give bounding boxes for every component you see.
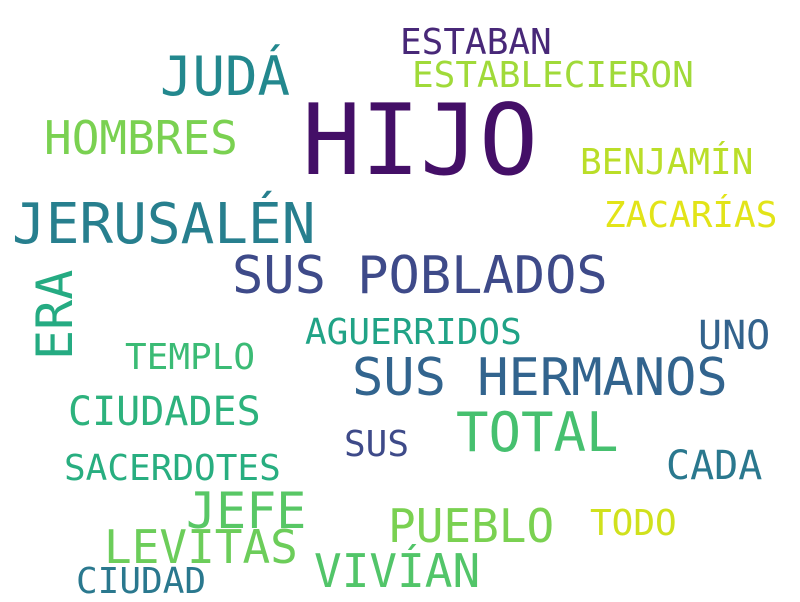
word-sus-poblados: SUS POBLADOS — [232, 246, 608, 306]
word-jerusalen: JERUSALÉN — [12, 192, 316, 257]
word-hombres: HOMBRES — [44, 111, 238, 165]
word-pueblo: PUEBLO — [388, 499, 555, 553]
word-cada: CADA — [666, 443, 763, 489]
word-benjamin: BENJAMÍN — [580, 142, 754, 183]
word-estaban: ESTABAN — [400, 22, 552, 63]
word-templo: TEMPLO — [125, 337, 256, 378]
word-zacarias: ZACARÍAS — [604, 195, 778, 236]
word-total: TOTAL — [456, 401, 619, 464]
word-levitas: LEVITAS — [104, 520, 298, 574]
word-juda: JUDÁ — [160, 45, 291, 108]
word-era: ERA — [26, 269, 84, 360]
word-ciudades: CIUDADES — [68, 389, 261, 435]
word-sus-hermanos: SUS HERMANOS — [352, 348, 728, 408]
word-sus: SUS — [344, 424, 410, 465]
word-uno: UNO — [698, 313, 771, 359]
word-ciudad: CIUDAD — [76, 561, 207, 602]
word-hijo: HIJO — [302, 84, 539, 198]
word-vivian: VIVÍAN — [314, 544, 481, 598]
word-establecieron: ESTABLECIERON — [412, 55, 694, 96]
word-todo: TODO — [590, 503, 677, 544]
word-sacerdotes: SACERDOTES — [64, 448, 281, 489]
word-aguerridos: AGUERRIDOS — [305, 312, 522, 353]
word-jefe: JEFE — [186, 482, 307, 540]
